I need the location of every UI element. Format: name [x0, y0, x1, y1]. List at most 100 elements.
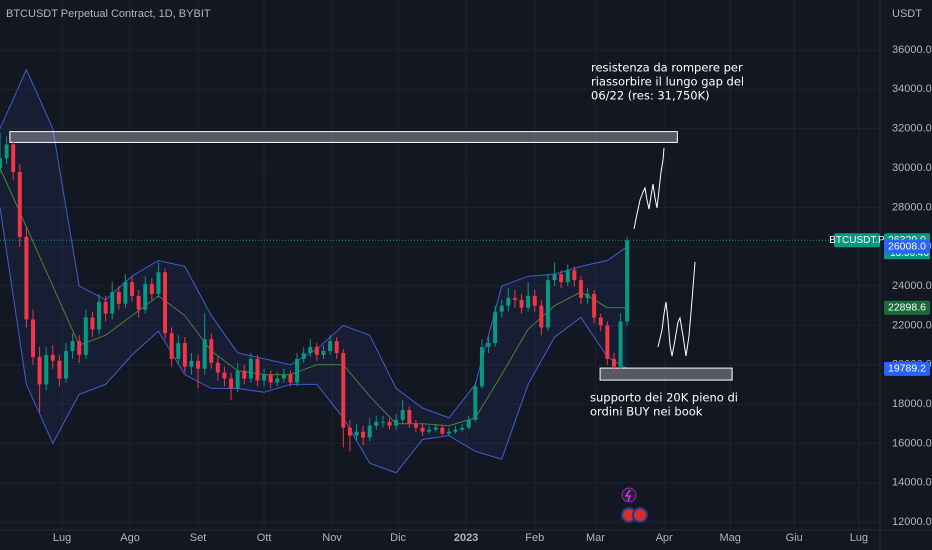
event-icon: [621, 487, 637, 503]
candle-body: [182, 343, 187, 367]
candle-body: [321, 350, 326, 355]
annotation: 06/22 (res: 31,750K): [591, 89, 710, 103]
candle-body: [215, 362, 220, 373]
x-tick-label: Ago: [120, 532, 140, 544]
x-tick-label: Ott: [257, 532, 272, 544]
symbol-label: BTCUSDT.P: [829, 235, 885, 246]
candle-body: [136, 295, 141, 310]
candle-body: [552, 274, 557, 281]
price-label: 26008.0: [888, 240, 926, 252]
grid: [0, 0, 880, 530]
candle-body: [295, 358, 300, 383]
candle-body: [420, 427, 425, 432]
annotation: riassorbire il lungo gap del: [591, 75, 744, 89]
candle-body: [57, 360, 62, 379]
price-label-box: [884, 300, 930, 315]
candle-body: [578, 280, 583, 298]
y-tick-label: 36000.0: [892, 44, 932, 56]
chart-title: BTCUSDT Perpetual Contract, 1D, BYBIT: [6, 8, 211, 20]
candle-body: [44, 354, 49, 385]
candle-body: [387, 421, 392, 426]
candle-body: [123, 282, 128, 304]
x-tick-label: Apr: [656, 532, 673, 544]
annotation: resistenza da rompere per: [591, 61, 743, 75]
candle-body: [611, 358, 616, 367]
y-tick-label: 30000.0: [892, 162, 932, 174]
candle-body: [347, 427, 352, 436]
candle-body: [400, 409, 405, 420]
candle-body: [0, 158, 2, 169]
candle-body: [97, 301, 102, 330]
candle-body: [605, 325, 610, 359]
candle-body: [341, 352, 346, 428]
candle-body: [209, 339, 214, 363]
candle-body: [163, 272, 168, 334]
y-tick-label: 32000.0: [892, 123, 932, 135]
x-tick-label: 2023: [454, 532, 478, 544]
candle-body: [374, 421, 379, 426]
candle-body: [625, 240, 630, 322]
candle-body: [532, 295, 537, 306]
event-icons: [621, 487, 648, 523]
candle-body: [598, 317, 603, 326]
candle-body: [512, 297, 517, 300]
candle-body: [545, 280, 550, 328]
y-tick-label: 24000.0: [892, 280, 932, 292]
event-icon: [632, 507, 648, 523]
candle-body: [460, 427, 465, 430]
x-tick-label: Lug: [850, 532, 868, 544]
x-tick-label: Mar: [586, 532, 605, 544]
candle-body: [361, 431, 366, 438]
candle-body: [440, 427, 445, 434]
candle-body: [64, 350, 69, 379]
currency-label: USDT: [892, 8, 922, 20]
candle-body: [427, 429, 432, 432]
x-tick-label: Lug: [53, 532, 71, 544]
candle-body: [130, 282, 135, 296]
candle-body: [519, 299, 524, 308]
candle-body: [446, 431, 451, 434]
candle-body: [479, 347, 484, 387]
y-tick-label: 12000.0: [892, 516, 932, 528]
candle-body: [618, 321, 623, 367]
candle-body: [367, 425, 372, 438]
candle-body: [380, 421, 385, 423]
candle-body: [301, 352, 306, 359]
candle-body: [110, 291, 115, 314]
candle-body: [466, 419, 471, 428]
candle-body: [565, 270, 570, 283]
candle-body: [572, 270, 577, 281]
y-tick-label: 22000.0: [892, 319, 932, 331]
price-label: 19789.2: [888, 363, 926, 375]
candle-body: [275, 378, 280, 383]
price-zone: [9, 131, 678, 143]
candle-body: [83, 317, 88, 355]
candle-body: [70, 341, 75, 351]
candle-body: [473, 386, 478, 420]
candle-body: [499, 305, 504, 312]
x-tick-label: Giu: [786, 532, 803, 544]
candle-body: [506, 297, 511, 306]
candles: [0, 132, 630, 452]
candle-body: [90, 317, 95, 330]
candle-body: [149, 284, 154, 294]
lower-band: [0, 207, 628, 474]
candle-body: [103, 301, 108, 314]
candle-body: [394, 419, 399, 426]
candle-body: [255, 358, 260, 381]
candle-body: [235, 370, 240, 389]
y-tick-label: 28000.0: [892, 201, 932, 213]
y-tick-label: 18000.0: [892, 398, 932, 410]
candle-body: [453, 429, 458, 432]
candle-body: [242, 370, 247, 379]
candle-body: [262, 374, 267, 381]
candle-body: [156, 272, 161, 294]
candle-body: [526, 295, 531, 308]
candle-body: [31, 319, 36, 357]
candle-body: [4, 144, 9, 159]
annotation: ordini BUY nei book: [590, 405, 703, 419]
y-tick-label: 16000.0: [892, 437, 932, 449]
annotation: supporto dei 20K pieno di: [590, 391, 738, 405]
candle-body: [176, 343, 181, 359]
